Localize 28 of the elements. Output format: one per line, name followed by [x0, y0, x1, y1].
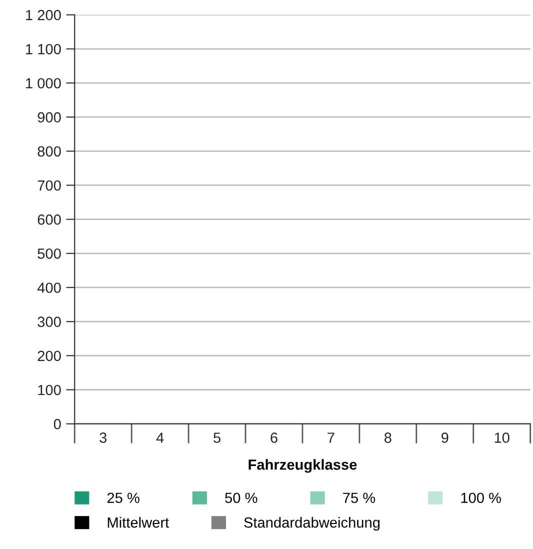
y-tick-label: 400 [37, 282, 61, 293]
x-tick-label: 3 [100, 432, 107, 443]
y-tick-label: 1 200 [26, 10, 61, 20]
x-tick-label: 6 [270, 432, 278, 443]
x-tick-label: 4 [156, 432, 164, 443]
x-tick-label: 5 [214, 432, 220, 443]
y-tick-label: 800 [38, 146, 61, 157]
legend-label: Standardabweichung [244, 517, 380, 531]
y-tick-label: 500 [38, 248, 61, 259]
x-tick-label: 9 [442, 432, 448, 443]
x-axis-title: Fahrzeugklasse [248, 459, 357, 473]
y-tick-label: 900 [38, 112, 61, 122]
legend-label: 100 % [461, 492, 501, 504]
y-tick-label: 600 [38, 214, 61, 225]
y-tick-label: 1 100 [26, 44, 61, 54]
y-tick-label: 100 [38, 384, 61, 396]
y-tick-label: 1 000 [26, 78, 61, 88]
legend-label: 50 % [225, 492, 258, 504]
legend-label: 25 % [107, 492, 140, 504]
y-tick-label: 300 [38, 316, 61, 328]
y-tick-label: 200 [38, 350, 61, 362]
x-tick-label: 10 [494, 432, 510, 443]
x-tick-label: 7 [328, 432, 334, 443]
y-tick-label: 700 [38, 180, 61, 191]
legend-label: Mittelwert [108, 517, 169, 528]
y-tick-label: 0 [54, 418, 61, 430]
x-tick-label: 8 [384, 432, 392, 443]
legend-label: 75 % [343, 492, 376, 504]
